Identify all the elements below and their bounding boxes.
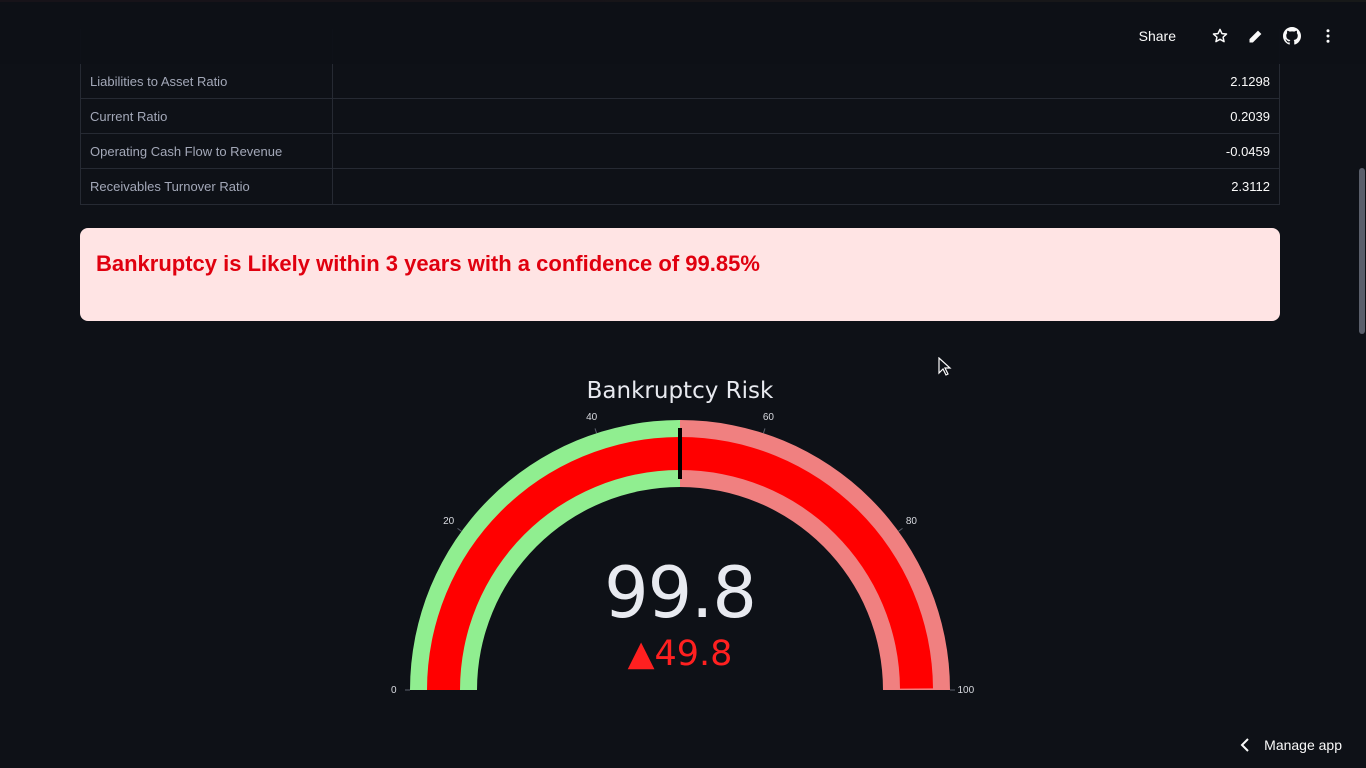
row-label: Operating Cash Flow to Revenue — [90, 144, 283, 159]
row-label: Receivables Turnover Ratio — [90, 179, 250, 194]
row-label: Current Ratio — [90, 109, 168, 124]
gauge-value-bar — [427, 436, 933, 690]
gauge-tick-label: 60 — [762, 412, 774, 424]
gauge-tick-label: 80 — [905, 516, 917, 528]
gauge-tick-label: 40 — [586, 412, 598, 424]
gauge-delta: ▲49.8 — [627, 634, 733, 674]
row-value: 2.3112 — [1231, 179, 1270, 194]
manage-app-button[interactable]: Manage app — [1240, 737, 1342, 753]
gauge-value: 99.8 — [604, 552, 757, 634]
bankruptcy-alert: Bankruptcy is Likely within 3 years with… — [80, 228, 1280, 321]
alert-message: Bankruptcy is Likely within 3 years with… — [96, 251, 760, 276]
mouse-cursor-icon — [938, 357, 952, 376]
more-vert-icon[interactable] — [1314, 22, 1342, 50]
gauge-tick-marks — [405, 428, 955, 691]
row-value: 0.2039 — [1230, 109, 1270, 124]
gauge-tick-label: 0 — [391, 684, 397, 696]
table-row: Current Ratio 0.2039 — [81, 99, 1279, 134]
app-header: Share — [0, 0, 1366, 64]
gauge-tick-mark — [457, 527, 462, 532]
gauge-tick-label: 100 — [957, 684, 975, 696]
metrics-table: Liabilities to Asset Ratio 2.1298 Curren… — [80, 29, 1280, 205]
gauge-step-low — [410, 420, 680, 690]
chevron-left-icon — [1240, 738, 1250, 752]
table-row: Operating Cash Flow to Revenue -0.0459 — [81, 134, 1279, 169]
gauge-tick-label: 20 — [443, 516, 455, 528]
page-scrollbar[interactable] — [1358, 64, 1366, 768]
gauge-title: Bankruptcy Risk — [586, 378, 774, 404]
row-value: 2.1298 — [1230, 74, 1270, 89]
pencil-icon[interactable] — [1242, 22, 1270, 50]
star-icon[interactable] — [1206, 22, 1234, 50]
app-toolbar: Share — [1139, 22, 1342, 50]
scrollbar-thumb[interactable] — [1359, 168, 1365, 334]
gauge-tick-mark — [762, 428, 766, 434]
github-icon[interactable] — [1278, 22, 1306, 50]
gauge-step-high — [680, 420, 950, 690]
manage-app-label: Manage app — [1264, 737, 1342, 753]
table-row: Receivables Turnover Ratio 2.3112 — [81, 169, 1279, 204]
row-label: Liabilities to Asset Ratio — [90, 74, 228, 89]
table-column-divider — [332, 29, 333, 205]
gauge-tick-mark — [898, 527, 903, 532]
row-value: -0.0459 — [1225, 144, 1270, 159]
share-button[interactable]: Share — [1138, 28, 1176, 44]
gauge-tick-mark — [594, 428, 598, 434]
table-row: Liabilities to Asset Ratio 2.1298 — [81, 64, 1279, 99]
